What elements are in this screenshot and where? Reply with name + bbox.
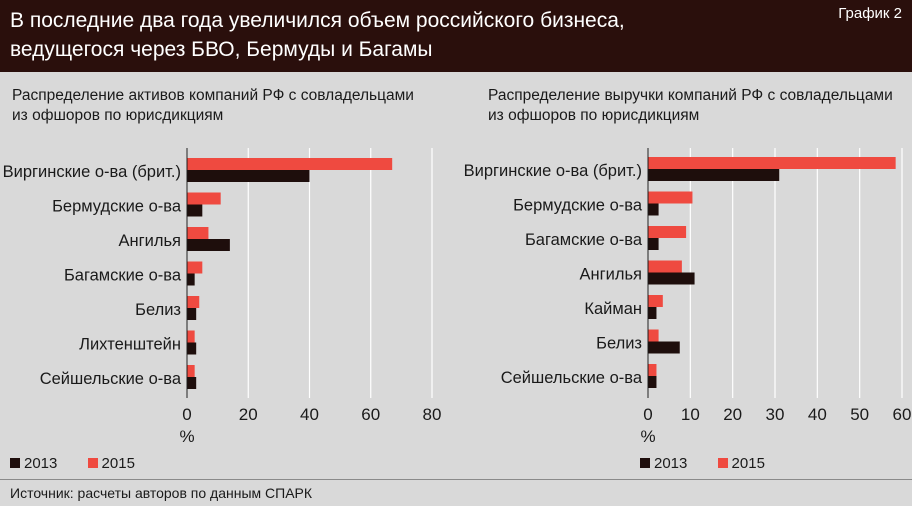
- bar-2015: [648, 157, 896, 169]
- legend-swatch-2015: [87, 458, 98, 468]
- category-label: Багамские о-ва: [525, 231, 643, 249]
- category-label: Сейшельские о-ва: [501, 369, 643, 387]
- category-label: Ангилья: [579, 266, 642, 284]
- page-title: В последние два года увеличился объем ро…: [10, 6, 810, 64]
- x-axis-label: %: [640, 427, 655, 446]
- right-chart-title-line-1: Распределение выручки компаний РФ с совл…: [488, 87, 893, 104]
- legend-label-2015: 2015: [101, 455, 135, 472]
- bar-2013: [648, 341, 680, 354]
- chart-number-badge: График 2: [838, 5, 902, 22]
- category-label: Кайман: [584, 300, 642, 318]
- x-tick-label: 10: [681, 405, 700, 424]
- category-label: Виргинские о-ва (брит.): [3, 163, 181, 181]
- bar-2013: [648, 272, 695, 285]
- legend-swatch-2013: [10, 458, 20, 468]
- bar-2015: [648, 295, 663, 307]
- bar-2015: [187, 158, 393, 170]
- legend-item-2015: 2015: [87, 455, 135, 472]
- title-line-2: ведущегося через БВО, Бермуды и Багамы: [10, 38, 433, 61]
- legend-label-2015: 2015: [731, 455, 765, 472]
- category-label: Белиз: [596, 335, 642, 353]
- x-axis-label: %: [179, 427, 194, 446]
- bar-2015: [648, 191, 693, 204]
- assets-bar-chart: 0 20 40 60 80% Виргинские о-ва (брит.) Бермудс…: [3, 148, 442, 446]
- bar-2013: [187, 342, 197, 355]
- right-legend: 2013 2015: [640, 455, 791, 472]
- category-label: Виргинские о-ва (брит.): [464, 162, 642, 180]
- x-tick-label: 0: [643, 405, 652, 424]
- x-tick-label: 0: [182, 405, 191, 424]
- legend-swatch-2013: [640, 458, 650, 468]
- bar-2015: [187, 192, 221, 205]
- bar-2015: [187, 365, 195, 377]
- header: В последние два года увеличился объем ро…: [0, 0, 912, 72]
- revenue-bar-chart: 0 10 20 30 40 50 60% Виргинские о-ва (брит.) Бер…: [464, 148, 912, 446]
- bar-2015: [187, 296, 200, 308]
- x-tick-label: 80: [423, 405, 442, 424]
- bar-2015: [187, 330, 195, 343]
- bar-2013: [187, 377, 197, 389]
- x-tick-label: 60: [361, 405, 380, 424]
- bar-2013: [648, 376, 657, 388]
- bar-2015: [187, 227, 209, 239]
- bar-2015: [648, 226, 687, 238]
- bar-2013: [648, 307, 657, 319]
- x-tick-label: 20: [723, 405, 742, 424]
- category-label: Лихтенштейн: [79, 336, 181, 354]
- category-label: Бермудские о-ва: [513, 197, 643, 215]
- left-chart-title: Распределение активов компаний РФ с совл…: [12, 86, 452, 126]
- legend-item-2015: 2015: [717, 455, 765, 472]
- bar-2013: [648, 169, 780, 181]
- bar-2015: [648, 364, 657, 376]
- x-tick-label: 40: [808, 405, 827, 424]
- left-chart-title-line-1: Распределение активов компаний РФ с совл…: [12, 87, 414, 104]
- source-note: Источник: расчеты авторов по данным СПАР…: [0, 479, 912, 506]
- bar-2013: [187, 239, 230, 251]
- legend-label-2013: 2013: [654, 455, 688, 472]
- category-label: Сейшельские о-ва: [40, 370, 182, 388]
- legend-item-2013: 2013: [10, 455, 57, 472]
- x-tick-label: 50: [850, 405, 869, 424]
- bar-2013: [187, 170, 310, 182]
- source-text: Источник: расчеты авторов по данным СПАР…: [10, 485, 313, 501]
- left-chart-title-line-2: из офшоров по юрисдикциям: [12, 107, 224, 124]
- legend-label-2013: 2013: [24, 455, 58, 472]
- bar-2013: [648, 203, 659, 216]
- x-tick-label: 30: [766, 405, 785, 424]
- legend-item-2013: 2013: [640, 455, 687, 472]
- x-tick-label: 20: [239, 405, 258, 424]
- category-label: Бермудские о-ва: [52, 198, 182, 216]
- category-label: Белиз: [135, 301, 181, 319]
- bar-2013: [187, 204, 203, 217]
- bar-2013: [648, 238, 659, 250]
- bar-2015: [648, 260, 682, 273]
- x-tick-label: 40: [300, 405, 319, 424]
- bar-2013: [187, 308, 197, 320]
- left-legend: 2013 2015: [10, 455, 161, 472]
- bar-2013: [187, 273, 195, 286]
- bar-2015: [187, 261, 203, 274]
- category-label: Ангилья: [118, 232, 181, 250]
- category-label: Багамские о-ва: [64, 267, 182, 285]
- right-chart-title-line-2: из офшоров по юрисдикциям: [488, 107, 700, 124]
- legend-swatch-2015: [717, 458, 728, 468]
- title-line-1: В последние два года увеличился объем ро…: [10, 9, 625, 32]
- x-tick-label: 60: [893, 405, 912, 424]
- bar-2015: [648, 329, 659, 342]
- right-chart-title: Распределение выручки компаний РФ с совл…: [488, 86, 908, 126]
